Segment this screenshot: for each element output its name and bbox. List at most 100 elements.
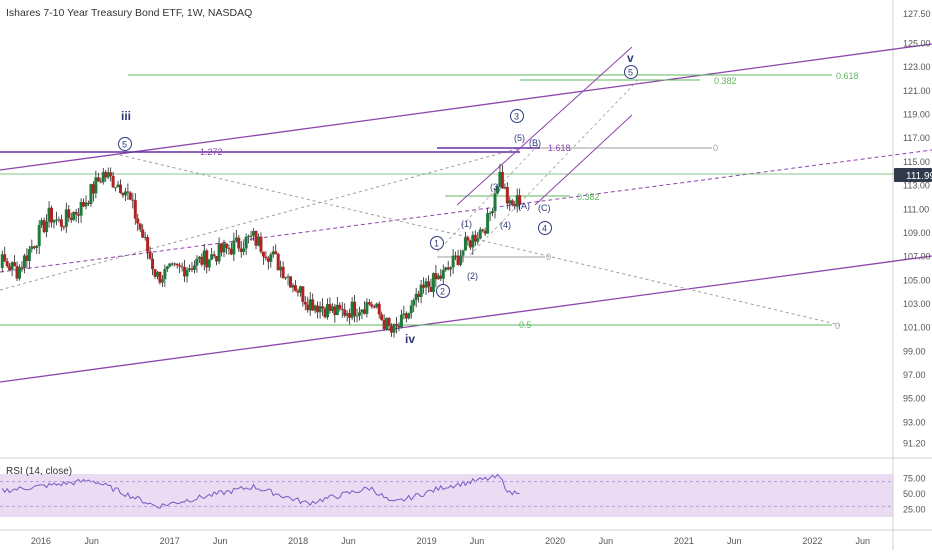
candle bbox=[79, 202, 83, 216]
candle bbox=[5, 261, 9, 267]
candle bbox=[446, 267, 450, 270]
fib-label-05: 0.5 bbox=[519, 320, 532, 330]
candle bbox=[444, 267, 448, 271]
candle bbox=[57, 219, 61, 221]
candle bbox=[67, 209, 71, 218]
candle bbox=[323, 308, 327, 318]
price-tick: 113.00 bbox=[903, 181, 930, 191]
candle bbox=[385, 317, 389, 330]
candle bbox=[64, 209, 68, 227]
rising-dashed-2[interactable] bbox=[469, 77, 641, 256]
rising-channel-lower[interactable] bbox=[534, 114, 633, 206]
paren-4: (4) bbox=[500, 220, 511, 230]
candle bbox=[463, 237, 467, 251]
candle bbox=[293, 285, 297, 291]
candle bbox=[126, 191, 130, 193]
candle bbox=[284, 277, 288, 279]
candle bbox=[513, 205, 517, 207]
candle bbox=[481, 229, 485, 231]
rising-channel-upper[interactable] bbox=[456, 46, 633, 206]
candle bbox=[358, 312, 362, 316]
candles-layer bbox=[0, 163, 522, 338]
candle bbox=[360, 309, 364, 313]
circled-3-circle bbox=[510, 109, 524, 123]
paren-1: (1) bbox=[461, 219, 472, 229]
circled-5-top: 5 bbox=[628, 68, 633, 78]
candle bbox=[422, 284, 426, 288]
candle bbox=[99, 181, 103, 183]
upper-channel-line[interactable] bbox=[0, 43, 932, 171]
axis-layer: 127.50125.00123.00121.00119.00117.00115.… bbox=[31, 9, 931, 546]
candle bbox=[372, 306, 376, 308]
candle bbox=[82, 202, 86, 207]
candle bbox=[47, 207, 51, 222]
candle bbox=[69, 217, 73, 220]
candle bbox=[200, 256, 204, 265]
candle bbox=[256, 236, 260, 246]
candle bbox=[478, 229, 482, 239]
candle bbox=[178, 265, 182, 267]
price-tick: 105.00 bbox=[903, 275, 931, 285]
fib-label-zero-mid: 0 bbox=[546, 252, 551, 262]
paren-b: (B) bbox=[529, 138, 541, 148]
candle bbox=[153, 269, 157, 277]
candle bbox=[50, 207, 54, 223]
candle bbox=[197, 256, 201, 259]
candle bbox=[215, 255, 219, 262]
paren-3: (3) bbox=[490, 182, 501, 192]
candle bbox=[3, 254, 7, 262]
candle bbox=[22, 255, 26, 269]
time-tick: Jun bbox=[599, 536, 614, 546]
candle bbox=[264, 256, 268, 259]
candle bbox=[365, 302, 369, 314]
candle bbox=[397, 325, 401, 328]
candle bbox=[187, 268, 191, 270]
candle bbox=[281, 266, 285, 279]
rsi-tick: 50.00 bbox=[903, 489, 926, 499]
candle bbox=[412, 300, 416, 306]
candle bbox=[165, 266, 169, 269]
candle bbox=[180, 266, 184, 268]
candle bbox=[35, 246, 39, 248]
price-tick: 117.00 bbox=[903, 133, 930, 143]
time-tick: 2018 bbox=[288, 536, 308, 546]
candle bbox=[289, 276, 293, 288]
price-tick: 109.00 bbox=[903, 228, 931, 238]
candle bbox=[510, 200, 514, 206]
candle bbox=[345, 313, 349, 316]
candle bbox=[247, 235, 251, 237]
candle bbox=[86, 202, 90, 205]
candle bbox=[456, 255, 460, 265]
candle bbox=[498, 171, 502, 187]
mid-channel-dashed-line[interactable] bbox=[0, 149, 932, 273]
candle bbox=[111, 175, 115, 188]
rsi-label: RSI (14, close) bbox=[6, 466, 72, 477]
rising-dashed-1[interactable] bbox=[436, 142, 541, 253]
candle bbox=[229, 248, 233, 255]
candle bbox=[468, 240, 472, 248]
circled-1-circle bbox=[430, 236, 444, 250]
candle bbox=[461, 250, 465, 256]
candle bbox=[348, 313, 352, 318]
candle bbox=[505, 186, 509, 204]
candle bbox=[518, 195, 522, 205]
candle bbox=[491, 211, 495, 214]
candle bbox=[227, 247, 231, 249]
candle bbox=[439, 275, 443, 279]
circled-5-high-circle bbox=[118, 137, 132, 151]
candle bbox=[254, 231, 258, 246]
candle bbox=[175, 263, 179, 266]
candle bbox=[274, 251, 278, 254]
candle bbox=[207, 259, 211, 268]
fib-label-0382-mid: 0.382 bbox=[577, 192, 600, 202]
candle bbox=[488, 213, 492, 215]
candle bbox=[269, 254, 273, 262]
candle bbox=[390, 325, 394, 333]
price-tick: 121.00 bbox=[903, 86, 931, 96]
candle bbox=[146, 237, 150, 252]
lower-channel-line[interactable] bbox=[0, 255, 932, 383]
circled-2-circle bbox=[436, 284, 450, 298]
chart-title: Ishares 7-10 Year Treasury Bond ETF, 1W,… bbox=[6, 7, 252, 19]
